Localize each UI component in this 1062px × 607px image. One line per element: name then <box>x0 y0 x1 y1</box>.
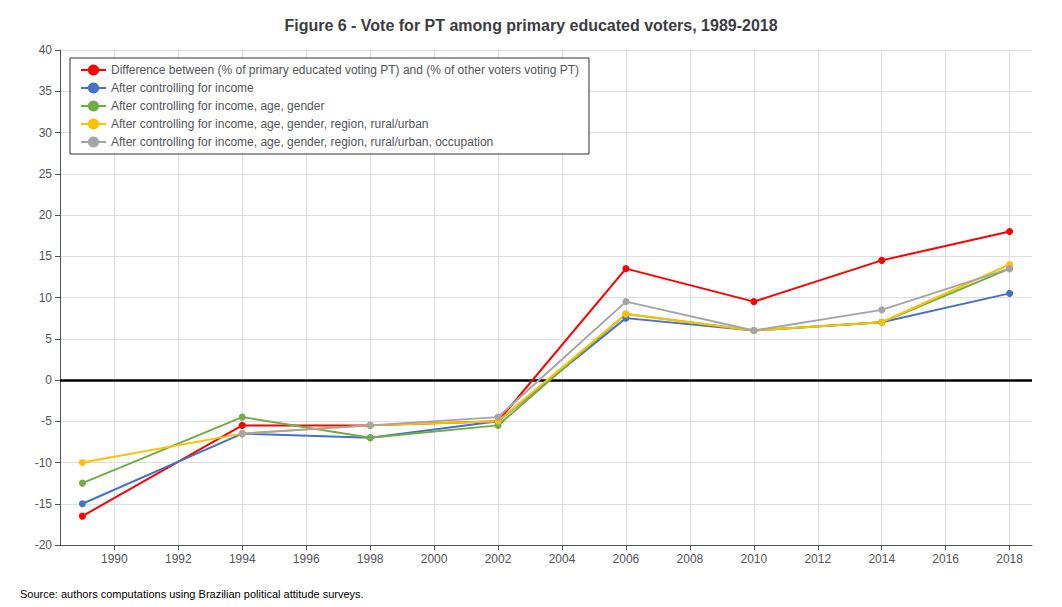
svg-text:20: 20 <box>39 208 53 222</box>
svg-text:10: 10 <box>39 291 53 305</box>
svg-text:40: 40 <box>39 43 53 57</box>
svg-text:Figure 6 - Vote for PT among p: Figure 6 - Vote for PT among primary edu… <box>284 17 777 34</box>
svg-text:Difference between (% of prima: Difference between (% of primary educate… <box>111 63 579 77</box>
svg-text:2006: 2006 <box>613 552 640 566</box>
svg-text:1996: 1996 <box>293 552 320 566</box>
svg-text:After controlling for income: After controlling for income <box>111 81 254 95</box>
svg-text:2016: 2016 <box>932 552 959 566</box>
svg-text:25: 25 <box>39 167 53 181</box>
svg-text:2010: 2010 <box>740 552 767 566</box>
svg-text:35: 35 <box>39 84 53 98</box>
svg-text:1998: 1998 <box>357 552 384 566</box>
svg-text:After controlling for income,: After controlling for income, age, gende… <box>111 117 429 131</box>
svg-text:-20: -20 <box>35 538 53 552</box>
svg-text:0: 0 <box>45 373 52 387</box>
svg-text:2002: 2002 <box>485 552 512 566</box>
svg-text:1994: 1994 <box>229 552 256 566</box>
svg-text:-10: -10 <box>35 456 53 470</box>
svg-text:2018: 2018 <box>996 552 1023 566</box>
svg-text:2000: 2000 <box>421 552 448 566</box>
svg-text:2004: 2004 <box>549 552 576 566</box>
svg-text:1990: 1990 <box>101 552 128 566</box>
svg-text:After controlling for income,: After controlling for income, age, gende… <box>111 99 324 113</box>
svg-text:After controlling for income,: After controlling for income, age, gende… <box>111 135 493 149</box>
svg-text:2012: 2012 <box>804 552 831 566</box>
svg-text:1992: 1992 <box>165 552 192 566</box>
svg-text:-5: -5 <box>41 414 52 428</box>
svg-text:-15: -15 <box>35 497 53 511</box>
svg-text:Source: authors computations u: Source: authors computations using Brazi… <box>20 588 364 600</box>
svg-text:15: 15 <box>39 249 53 263</box>
svg-text:30: 30 <box>39 126 53 140</box>
svg-text:5: 5 <box>45 332 52 346</box>
svg-text:2008: 2008 <box>677 552 704 566</box>
svg-text:2014: 2014 <box>868 552 895 566</box>
